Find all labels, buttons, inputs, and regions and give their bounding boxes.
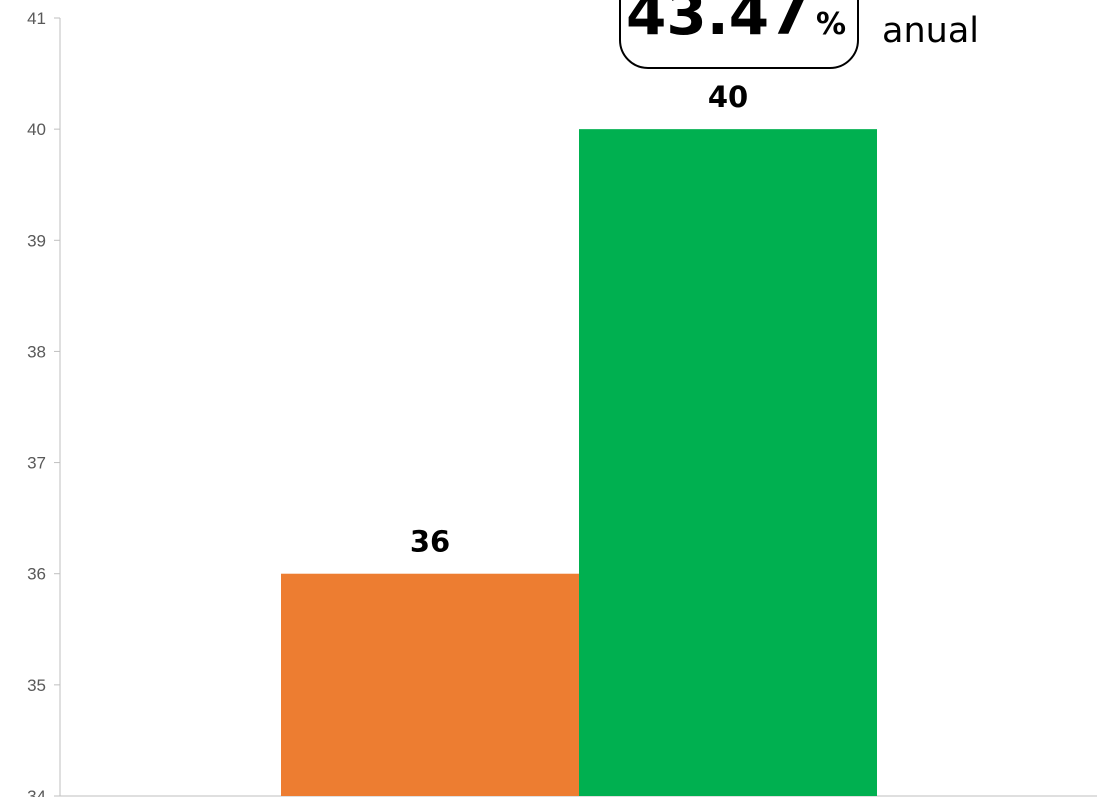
callout-suffix: anual bbox=[882, 11, 979, 51]
y-tick-label: 40 bbox=[27, 120, 46, 139]
y-tick-label: 37 bbox=[27, 454, 46, 473]
data-labels: 36 40 bbox=[410, 80, 748, 559]
bar bbox=[281, 573, 579, 796]
callout-box bbox=[619, 0, 859, 69]
callout-value: 43.47 bbox=[626, 0, 809, 48]
callout-unit: % bbox=[816, 7, 846, 42]
y-tick-label: 34 bbox=[27, 787, 46, 797]
y-tick-label: 35 bbox=[27, 676, 46, 695]
y-tick-label: 38 bbox=[27, 342, 46, 361]
growth-callout: 43.47 % anual bbox=[619, 0, 979, 69]
bar-value-label: 36 bbox=[410, 525, 450, 559]
y-tick-label: 41 bbox=[27, 9, 46, 28]
axes: 34 35 36 37 38 39 40 41 bbox=[27, 9, 1097, 797]
bars bbox=[281, 129, 877, 797]
bar-value-label: 40 bbox=[708, 80, 748, 114]
bar bbox=[579, 129, 877, 797]
y-tick-label: 39 bbox=[27, 231, 46, 250]
y-tick-label: 36 bbox=[27, 565, 46, 584]
